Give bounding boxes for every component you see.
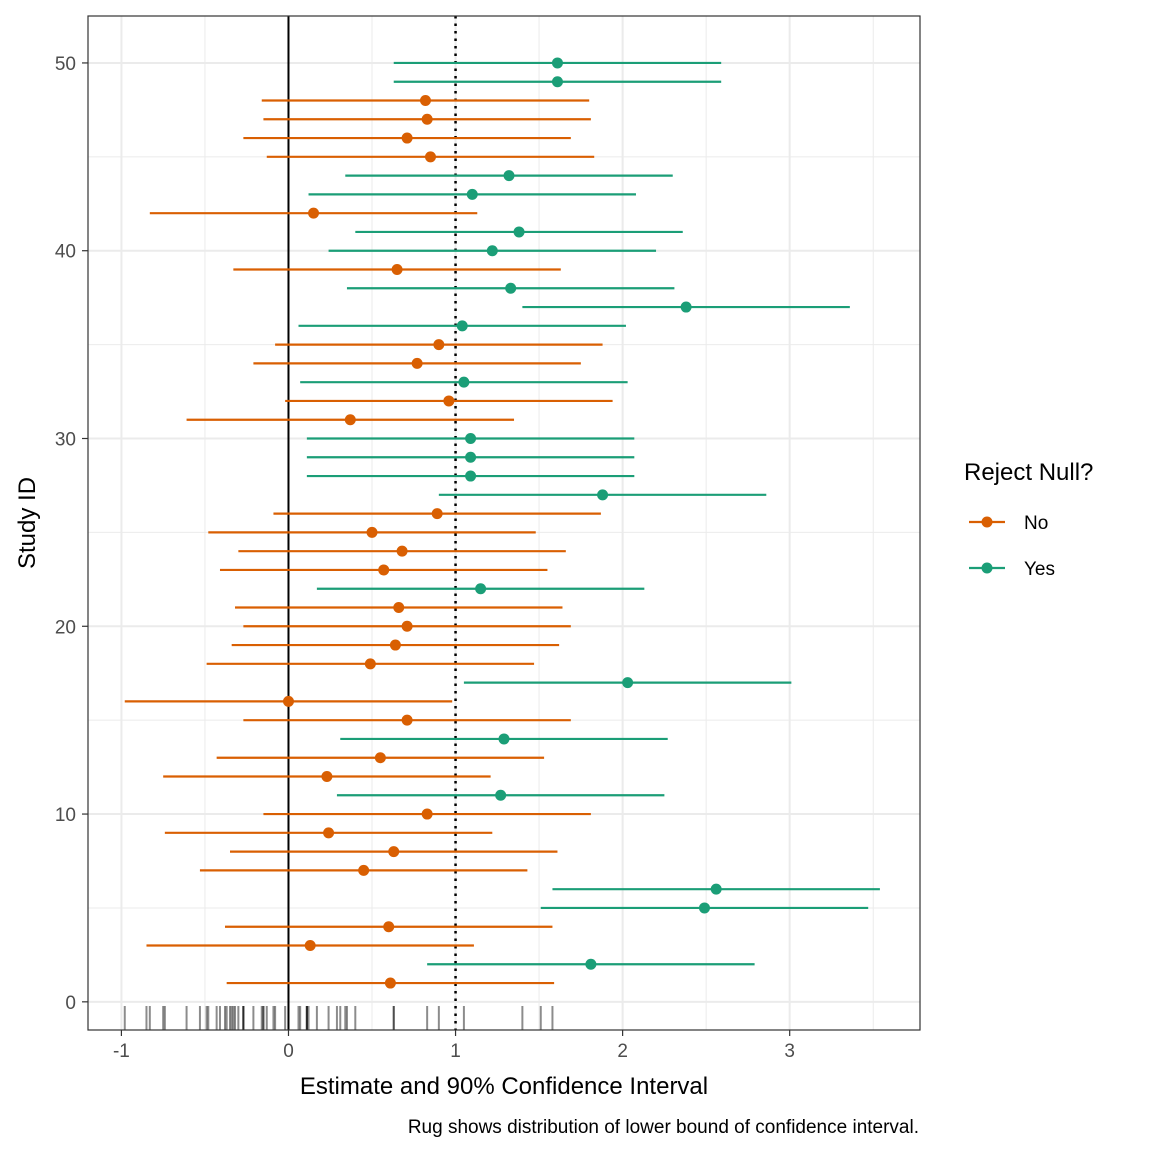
x-tick-label: 3 [784,1041,795,1062]
estimate-point [551,76,563,88]
estimate-point [424,151,436,163]
x-axis: -1 0 1 2 3 [113,1030,795,1062]
reference-lines [287,16,457,1030]
estimate-point [421,808,433,820]
estimate-point [465,451,477,463]
y-axis-title: Study ID [14,477,41,569]
estimate-point [358,864,370,876]
estimate-point [393,602,405,613]
estimate-point [698,902,710,914]
estimate-point [551,57,563,69]
y-tick-label: 40 [55,242,76,263]
estimate-point [401,620,413,632]
estimate-point [503,170,515,182]
estimate-point [466,188,478,200]
rug-marks [123,1006,554,1030]
y-axis: 0 10 20 30 40 50 [55,54,88,1014]
legend-label-no: No [1024,513,1048,534]
panel-border [87,15,921,1031]
estimate-point [443,395,455,407]
x-tick-label: 2 [617,1041,628,1062]
estimate-point [304,940,316,951]
estimate-point [431,508,443,520]
estimate-point [401,132,413,144]
estimate-point [495,789,507,801]
estimate-point [475,583,487,595]
y-tick-label: 20 [55,617,76,638]
x-tick-label: 0 [283,1041,294,1062]
legend: Reject Null? No Yes [964,459,1093,580]
estimate-point [421,113,433,125]
y-tick-label: 10 [55,805,76,826]
estimate-point [486,245,498,257]
estimate-point [465,433,477,444]
estimate-point [465,470,477,482]
estimate-point [458,376,470,388]
estimate-point [505,282,517,294]
estimate-point [710,883,722,895]
estimate-point [388,846,400,858]
estimate-point [433,339,445,351]
estimate-point [513,226,525,238]
x-axis-title: Estimate and 90% Confidence Interval [300,1073,708,1100]
y-tick-label: 30 [55,430,76,451]
estimate-point [585,958,597,970]
chart-caption: Rug shows distribution of lower bound of… [408,1117,919,1138]
estimate-point [396,545,408,557]
estimate-point [498,733,510,745]
y-tick-label: 50 [55,54,76,75]
estimate-point [389,639,401,651]
estimate-point [366,526,378,538]
legend-item-no: No [969,513,1048,534]
legend-item-yes: Yes [969,559,1055,580]
estimate-point [391,264,403,275]
estimate-point [383,921,395,933]
legend-label-yes: Yes [1024,559,1055,580]
estimate-point [374,752,386,764]
x-tick-label: -1 [113,1041,130,1062]
estimate-point [401,714,413,726]
estimate-point [344,414,356,426]
legend-key-point [981,562,993,574]
estimate-point [622,677,634,689]
estimate-point [597,489,609,501]
interval-marks [124,57,880,989]
estimate-point [364,658,376,670]
estimate-point [378,564,390,576]
estimate-point [321,771,333,782]
estimate-point [323,827,335,839]
estimate-point [680,301,692,313]
x-tick-label: 1 [450,1041,461,1062]
estimate-point [308,207,320,219]
legend-key-point [981,516,993,528]
estimate-point [456,320,468,332]
legend-title: Reject Null? [964,459,1093,486]
y-tick-label: 0 [65,993,76,1014]
estimate-point [419,95,431,106]
estimate-point [411,357,423,369]
estimate-point [282,695,294,707]
estimate-point [384,977,396,989]
